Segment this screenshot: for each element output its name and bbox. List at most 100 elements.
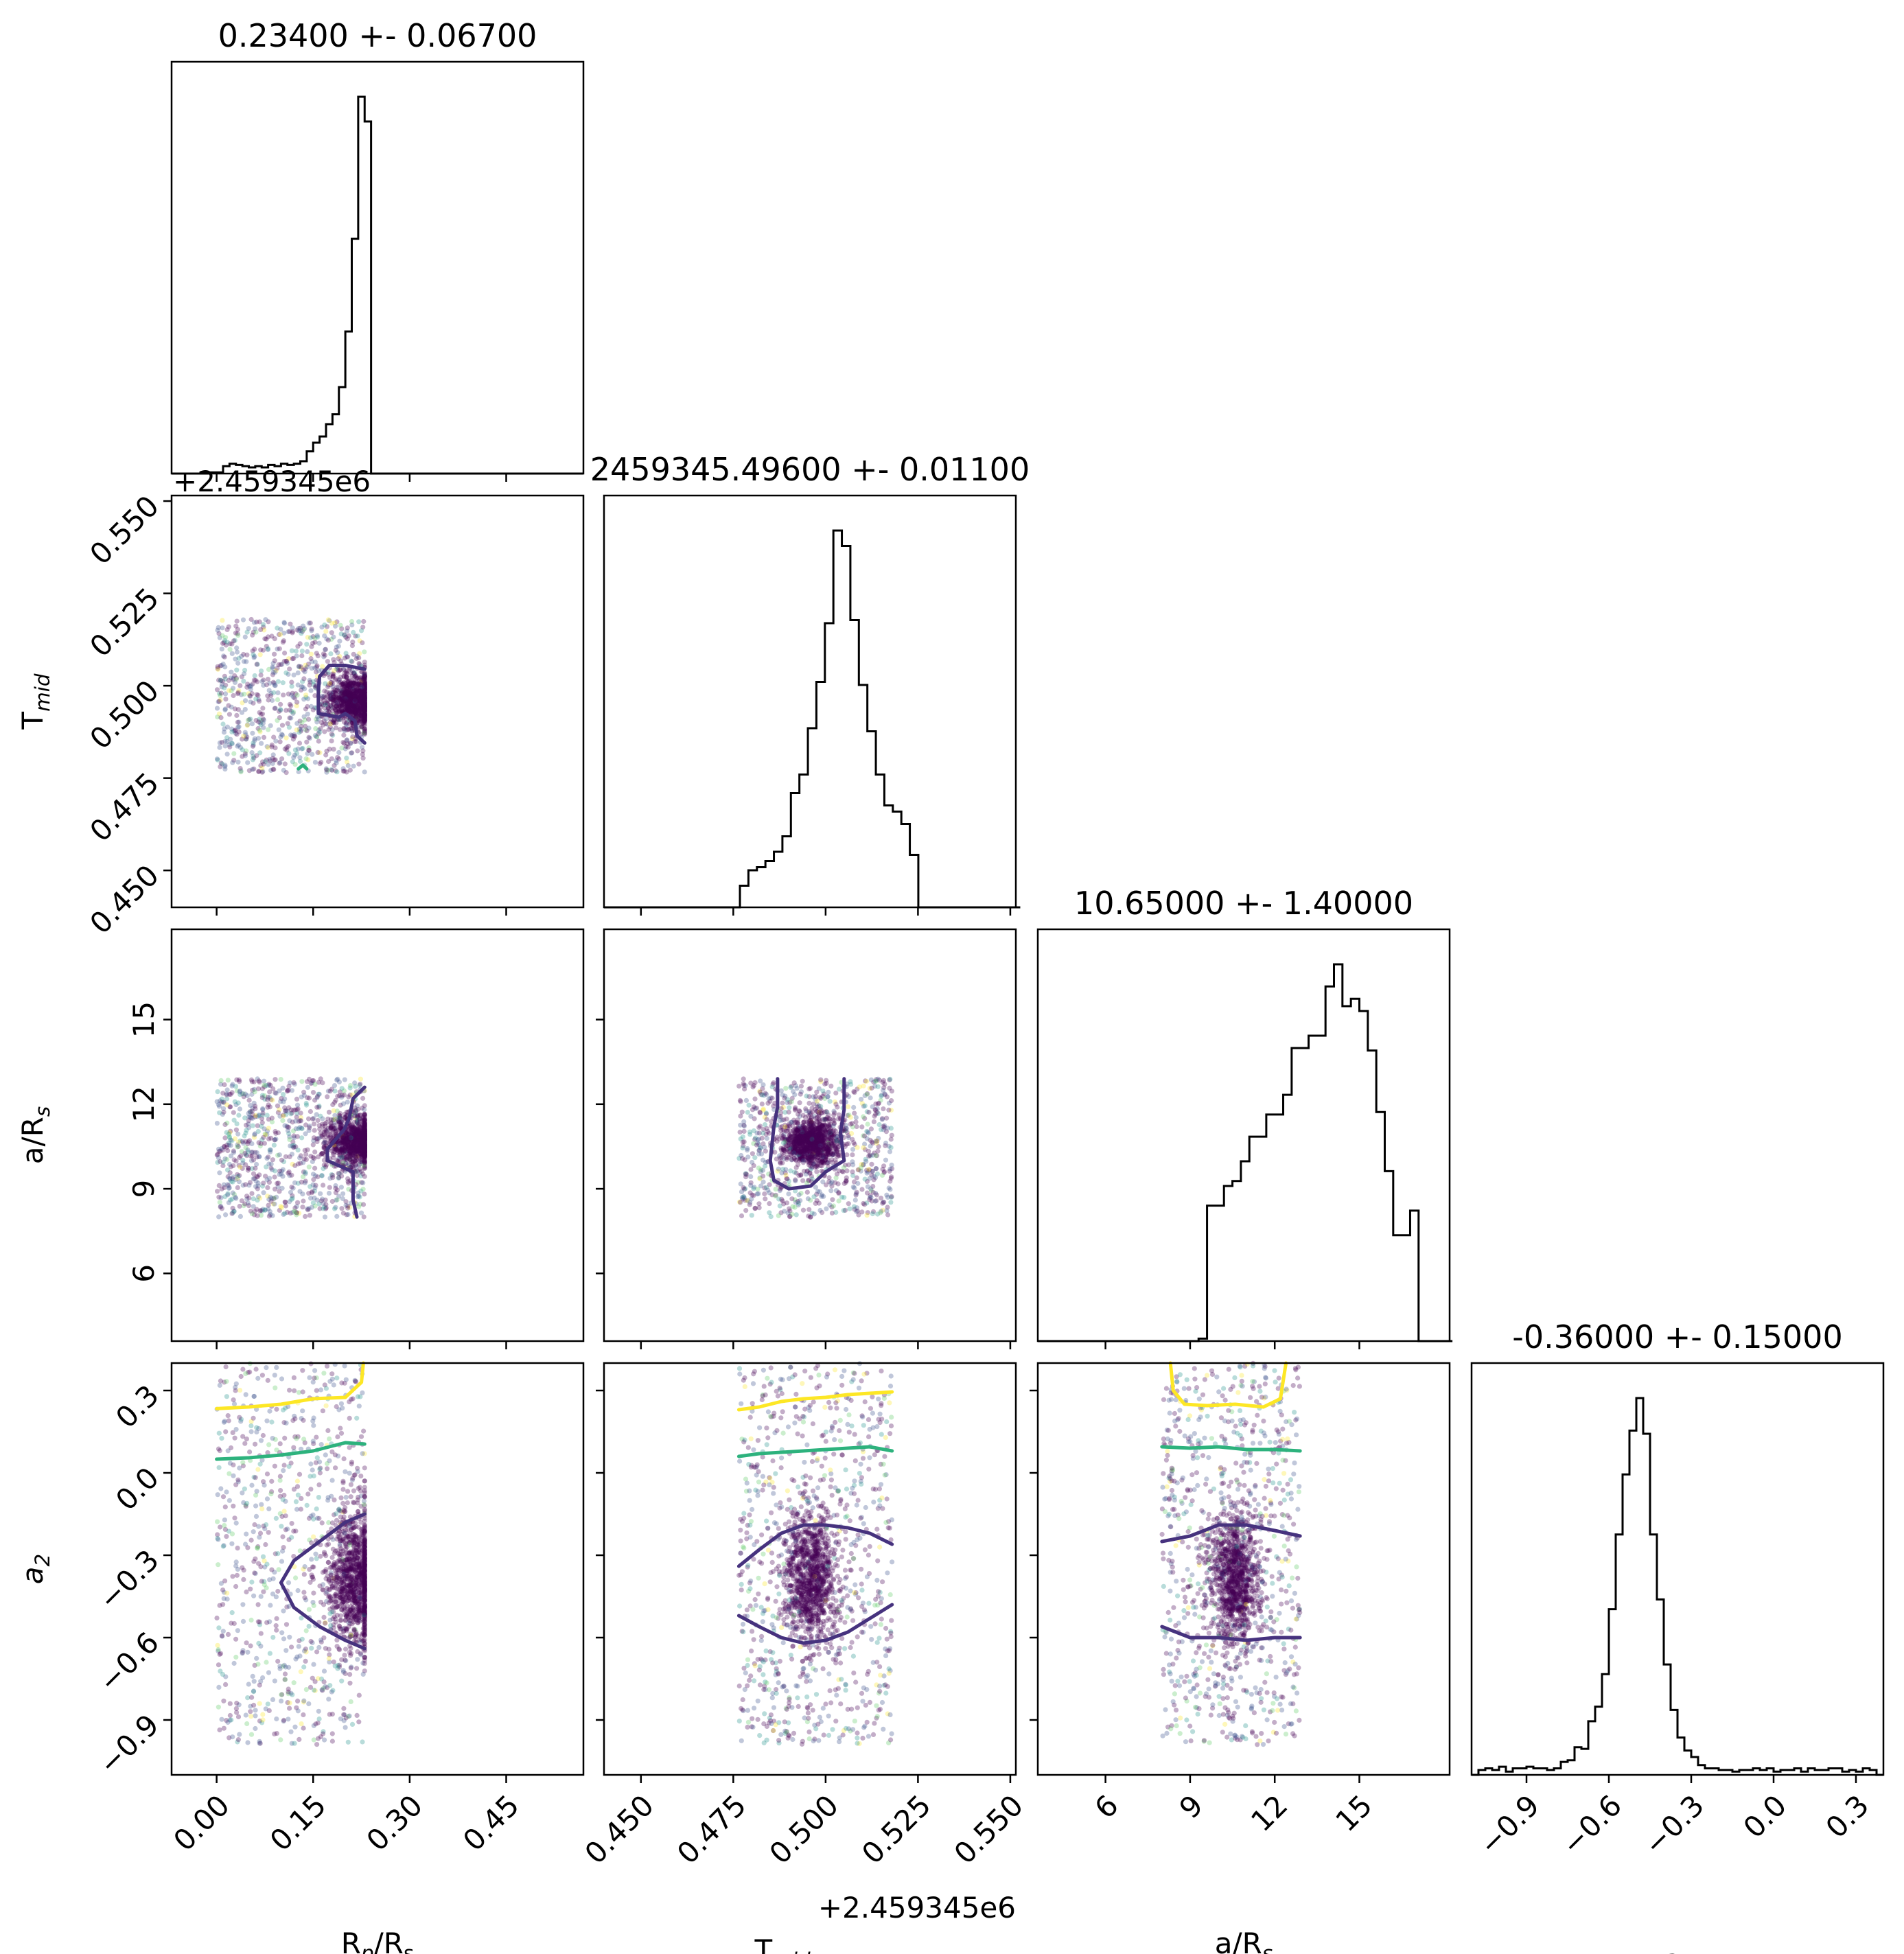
scatter-point: [324, 767, 329, 773]
scatter-point: [248, 1209, 253, 1214]
scatter-point: [218, 760, 224, 766]
scatter-point: [773, 1187, 778, 1192]
scatter-point: [886, 1107, 892, 1113]
scatter-point: [340, 1196, 345, 1202]
scatter-point: [306, 747, 312, 753]
scatter-point: [300, 745, 305, 752]
scatter-point: [215, 666, 220, 671]
scatter-point: [288, 1143, 293, 1149]
scatter-point: [261, 1190, 266, 1196]
scatter-point: [354, 713, 360, 719]
scatter-point: [308, 688, 314, 693]
scatter-point: [235, 719, 240, 725]
scatter-point: [230, 1179, 235, 1185]
scatter-point: [340, 696, 345, 701]
scatter-point: [362, 1146, 367, 1152]
scatter-point: [237, 1213, 243, 1219]
scatter-point: [305, 649, 310, 655]
scatter-point: [349, 673, 355, 679]
scatter-point: [315, 1174, 321, 1180]
scatter-point: [272, 682, 277, 688]
scatter-point: [289, 693, 294, 698]
scatter-point: [266, 1213, 272, 1219]
scatter-point: [287, 715, 292, 721]
scatter-point: [216, 699, 222, 704]
scatter-point: [338, 1185, 344, 1190]
scatter-point: [883, 1157, 889, 1163]
scatter-point: [339, 1093, 345, 1098]
scatter-point: [255, 693, 261, 698]
scatter-point: [743, 1097, 749, 1103]
scatter-point: [281, 693, 286, 698]
scatter-point: [282, 746, 288, 752]
scatter-point: [235, 742, 242, 747]
scatter-point: [804, 1093, 809, 1099]
scatter-point: [222, 685, 227, 690]
scatter-point: [320, 1116, 325, 1121]
scatter-point: [250, 682, 255, 687]
scatter-point: [216, 1183, 222, 1188]
scatter-point: [333, 623, 338, 629]
scatter-point: [258, 627, 264, 633]
scatter-point: [866, 1109, 872, 1115]
scatter-point: [246, 691, 251, 697]
scatter-point: [826, 1089, 831, 1095]
scatter-point: [881, 1078, 887, 1083]
scatter-point: [219, 647, 224, 652]
scatter-point: [329, 767, 334, 772]
scatter-point: [235, 691, 240, 697]
scatter-point: [312, 1156, 317, 1161]
scatter-point: [248, 717, 253, 722]
scatter-point: [276, 662, 281, 668]
scatter-point: [248, 616, 254, 623]
scatter-point: [347, 703, 353, 708]
scatter-point: [306, 734, 312, 740]
scatter-point: [362, 686, 367, 691]
scatter-point: [829, 1210, 835, 1216]
scatter-point: [362, 662, 367, 668]
scatter-point: [326, 1135, 332, 1141]
scatter-point: [231, 728, 237, 734]
scatter-point: [352, 708, 358, 714]
scatter-point: [338, 1122, 344, 1128]
scatter-point: [273, 738, 279, 744]
scatter-point: [352, 687, 358, 693]
scatter-point: [336, 706, 342, 712]
scatter-point: [217, 690, 222, 697]
scatter-point: [236, 724, 242, 730]
scatter-point: [288, 732, 294, 738]
scatter-point: [230, 760, 235, 765]
scatter-point: [270, 1157, 275, 1163]
scatter-point: [360, 1202, 367, 1207]
scatter-point: [360, 701, 366, 706]
scatter-point: [257, 710, 262, 715]
scatter-point: [303, 1170, 308, 1175]
scatter-point: [222, 707, 228, 712]
scatter-point: [793, 1212, 799, 1218]
scatter-point: [216, 699, 221, 705]
scatter-point: [873, 1139, 879, 1144]
scatter-point: [362, 716, 367, 721]
scatter-point: [852, 1197, 858, 1203]
scatter-point: [305, 1207, 311, 1213]
scatter-point: [280, 680, 286, 686]
scatter-point: [275, 665, 280, 671]
scatter-point: [855, 1180, 861, 1186]
scatter-point: [338, 623, 343, 628]
scatter-point: [888, 1176, 894, 1181]
scatter-point: [873, 1153, 879, 1159]
scatter-point: [258, 712, 264, 717]
scatter-point: [340, 682, 346, 687]
scatter-point: [272, 1077, 278, 1082]
scatter-point: [739, 1109, 745, 1115]
scatter-point: [335, 650, 340, 655]
scatter-point: [336, 703, 342, 709]
scatter-point: [232, 1136, 238, 1141]
scatter-point: [349, 693, 354, 699]
scatter-point: [227, 1135, 232, 1141]
scatter-point: [345, 675, 350, 681]
scatter-point: [346, 1143, 351, 1149]
scatter-point: [265, 1185, 270, 1190]
scatter-point: [318, 1198, 324, 1204]
scatter-point: [330, 1102, 336, 1108]
